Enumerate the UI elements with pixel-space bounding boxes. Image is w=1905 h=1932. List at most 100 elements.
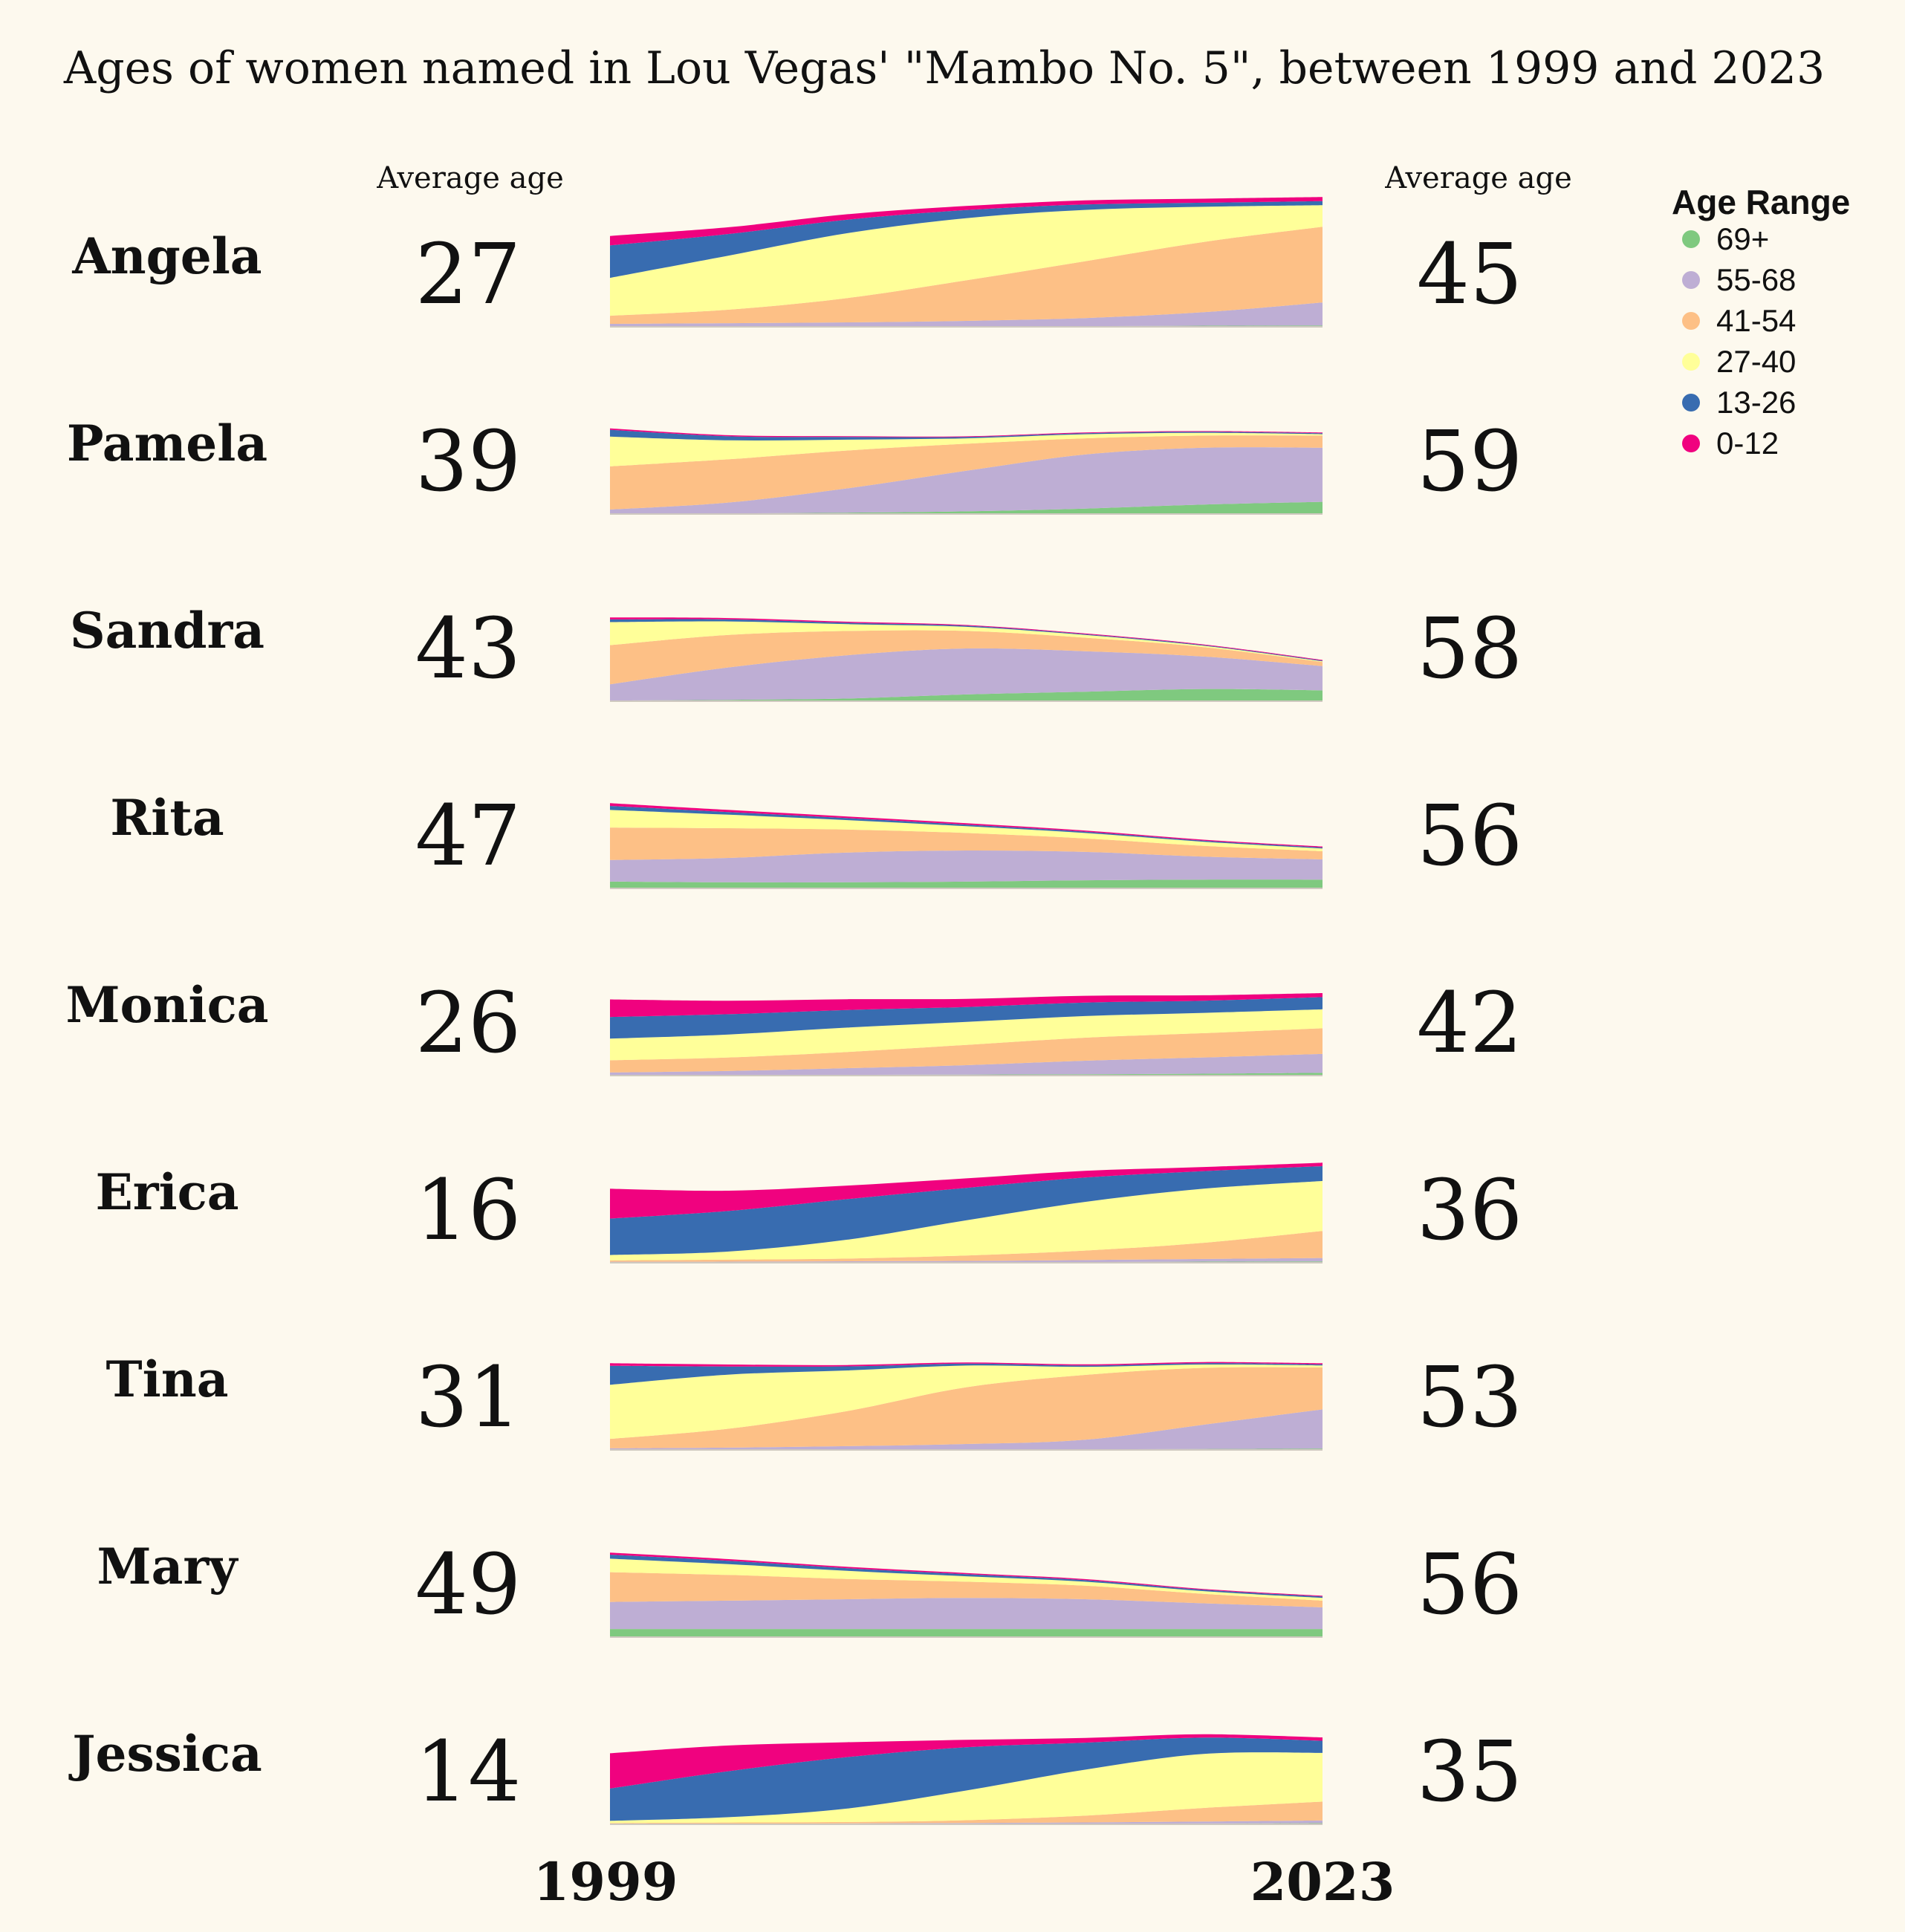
- area-pamela-41-54: [610, 435, 1323, 510]
- area-jessica-13-26: [610, 1737, 1323, 1821]
- area-rita-55-68: [610, 850, 1323, 882]
- x-label-start: 1999: [533, 1851, 678, 1913]
- area-pamela-69plus: [610, 501, 1323, 514]
- area-mary-55-68: [610, 1598, 1323, 1630]
- area-sandra-41-54: [610, 630, 1323, 685]
- avg-age-end-erica: 36: [1417, 1162, 1523, 1259]
- area-monica-41-54: [610, 1028, 1323, 1073]
- legend-label-41-54: 41-54: [1716, 303, 1796, 338]
- area-mary-41-54: [610, 1572, 1323, 1607]
- avg-age-start-mary: 49: [415, 1537, 522, 1633]
- panel-name-mary: Mary: [97, 1538, 239, 1596]
- avg-age-end-pamela: 59: [1417, 414, 1523, 510]
- panel-angela: Angela 27 45: [71, 197, 1523, 328]
- panel-name-tina: Tina: [106, 1350, 229, 1408]
- avg-age-end-tina: 53: [1417, 1350, 1523, 1446]
- legend-marker-55-68: [1682, 271, 1700, 289]
- area-jessica-0-12: [610, 1734, 1323, 1789]
- area-rita-41-54: [610, 827, 1323, 860]
- area-rita-69plus: [610, 879, 1323, 888]
- area-monica-0-12: [610, 993, 1323, 1018]
- legend: Age Range 69+ 55-68 41-54 27-40 13-26 0-12: [1672, 183, 1850, 461]
- x-label-end: 2023: [1250, 1851, 1395, 1913]
- legend-marker-69plus: [1682, 230, 1700, 248]
- panel-name-jessica: Jessica: [68, 1725, 262, 1783]
- area-jessica-27-40: [610, 1752, 1323, 1824]
- area-tina-13-26: [610, 1363, 1323, 1385]
- area-tina-55-68: [610, 1409, 1323, 1450]
- area-erica-27-40: [610, 1180, 1323, 1261]
- area-erica-55-68: [610, 1258, 1323, 1263]
- panel-jessica: Jessica 14 35: [68, 1724, 1523, 1825]
- panels: Angela 27 45 Pamela 39 59 Sandra 43 58 Rita 47 56 Mo…: [65, 197, 1523, 1825]
- average-age-header-start: Average age: [376, 161, 564, 195]
- area-mary-27-40: [610, 1558, 1323, 1601]
- avg-age-start-erica: 16: [415, 1162, 522, 1259]
- legend-marker-13-26: [1682, 394, 1700, 412]
- area-rita-27-40: [610, 810, 1323, 851]
- area-tina-27-40: [610, 1364, 1323, 1440]
- area-rita-0-12: [610, 803, 1323, 848]
- avg-age-end-jessica: 35: [1417, 1724, 1523, 1821]
- area-erica-0-12: [610, 1162, 1323, 1219]
- avg-age-end-mary: 56: [1417, 1537, 1523, 1633]
- legend-title: Age Range: [1672, 183, 1850, 221]
- legend-marker-0-12: [1682, 435, 1700, 452]
- panel-name-pamela: Pamela: [67, 414, 267, 472]
- area-angela-13-26: [610, 201, 1323, 279]
- area-pamela-55-68: [610, 447, 1323, 514]
- area-jessica-55-68: [610, 1820, 1323, 1824]
- area-erica-41-54: [610, 1231, 1323, 1262]
- area-sandra-55-68: [610, 648, 1323, 701]
- panel-sandra: Sandra 43 58: [70, 601, 1522, 702]
- avg-age-end-rita: 56: [1417, 788, 1523, 885]
- legend-label-55-68: 55-68: [1716, 262, 1796, 297]
- area-monica-13-26: [610, 997, 1323, 1039]
- legend-label-69plus: 69+: [1716, 221, 1769, 256]
- avg-age-start-monica: 26: [415, 975, 522, 1072]
- area-monica-55-68: [610, 1053, 1323, 1076]
- avg-age-end-monica: 42: [1417, 975, 1523, 1072]
- chart-title: Ages of women named in Lou Vegas' "Mambo…: [63, 42, 1825, 94]
- area-pamela-13-26: [610, 429, 1323, 441]
- panel-mary: Mary 49 56: [97, 1537, 1523, 1638]
- area-rita-13-26: [610, 806, 1323, 849]
- area-jessica-41-54: [610, 1801, 1323, 1824]
- panel-name-angela: Angela: [71, 227, 262, 285]
- area-mary-0-12: [610, 1552, 1323, 1597]
- panel-pamela: Pamela 39 59: [67, 414, 1523, 515]
- area-erica-13-26: [610, 1165, 1323, 1255]
- area-pamela-27-40: [610, 432, 1323, 466]
- legend-label-0-12: 0-12: [1716, 426, 1779, 461]
- area-mary-69plus: [610, 1629, 1323, 1637]
- panel-name-rita: Rita: [110, 789, 224, 847]
- avg-age-start-angela: 27: [415, 227, 522, 323]
- area-sandra-69plus: [610, 689, 1323, 701]
- panel-name-sandra: Sandra: [70, 602, 265, 660]
- panel-rita: Rita 47 56: [110, 788, 1523, 889]
- area-angela-27-40: [610, 205, 1323, 316]
- legend-marker-41-54: [1682, 312, 1700, 330]
- avg-age-start-pamela: 39: [415, 414, 522, 510]
- legend-label-13-26: 13-26: [1716, 385, 1796, 420]
- area-sandra-27-40: [610, 621, 1323, 663]
- panel-erica: Erica 16 36: [95, 1162, 1522, 1263]
- avg-age-end-angela: 45: [1417, 227, 1523, 323]
- avg-age-start-rita: 47: [415, 788, 522, 885]
- panel-name-erica: Erica: [95, 1163, 238, 1221]
- panel-tina: Tina 31 53: [106, 1350, 1523, 1451]
- average-age-header-end: Average age: [1384, 161, 1572, 195]
- avg-age-start-sandra: 43: [415, 601, 522, 697]
- avg-age-start-jessica: 14: [415, 1724, 522, 1821]
- legend-label-27-40: 27-40: [1716, 344, 1796, 379]
- area-tina-41-54: [610, 1367, 1323, 1448]
- panel-monica: Monica 26 42: [65, 975, 1522, 1076]
- panel-name-monica: Monica: [65, 976, 268, 1034]
- area-monica-27-40: [610, 1009, 1323, 1061]
- area-angela-41-54: [610, 227, 1323, 324]
- area-mary-13-26: [610, 1555, 1323, 1598]
- legend-marker-27-40: [1682, 353, 1700, 371]
- area-angela-0-12: [610, 197, 1323, 246]
- avg-age-start-tina: 31: [415, 1350, 522, 1446]
